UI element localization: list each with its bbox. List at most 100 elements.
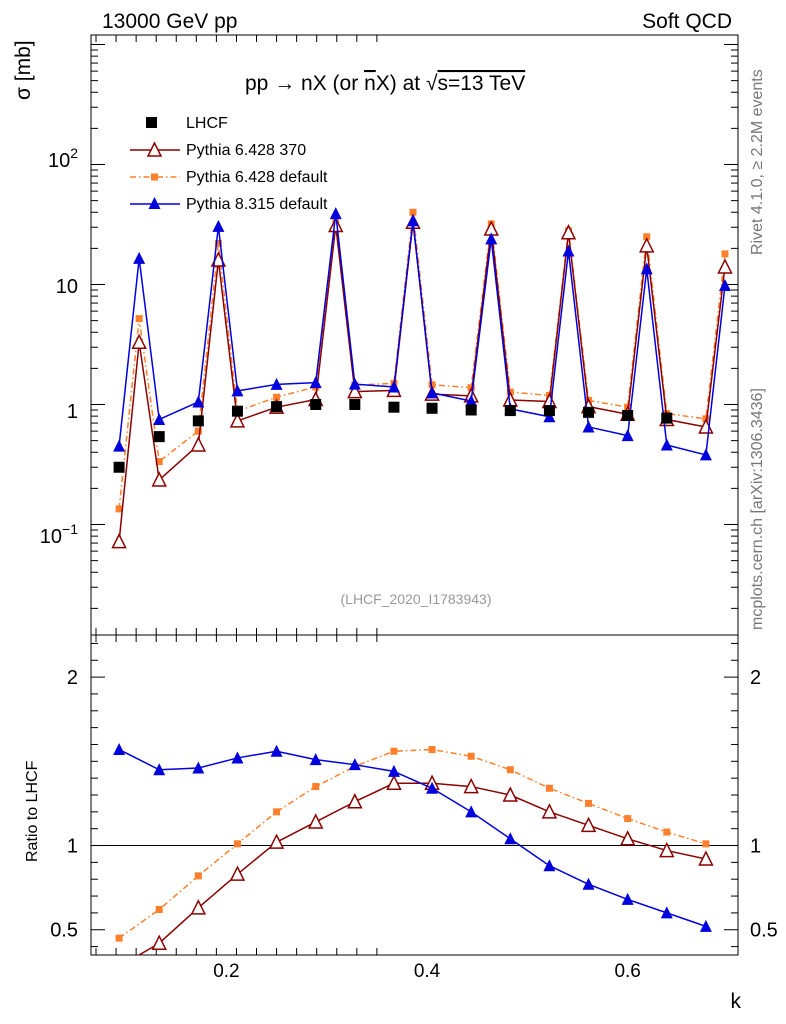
ratio-point-pythia-8-315-default (387, 764, 400, 777)
point-pythia-6-428-default (155, 457, 163, 465)
point-pythia-8-315-default (133, 251, 146, 264)
ratio-point-pythia-6-428-default (233, 840, 241, 848)
legend-p6-370-label: Pythia 6.428 370 (186, 142, 306, 159)
point-lhcf (231, 405, 243, 417)
ratio-point-pythia-6-428-370 (268, 833, 285, 849)
point-pythia-8-315-default (562, 244, 575, 257)
category-label: Soft QCD (642, 10, 732, 33)
point-pythia-6-428-370 (229, 412, 246, 428)
ratio-point-pythia-6-428-370 (113, 960, 126, 973)
x-tick-labels: 0.2 0.4 0.6 (213, 961, 641, 982)
ratio-frame (90, 634, 739, 956)
ratio-series-pythia-6-428-370 (113, 774, 714, 973)
point-pythia-6-428-370 (347, 382, 363, 399)
ratio-ytick-label: 2 (67, 667, 78, 689)
ytick-10: 10 (56, 276, 78, 298)
point-pythia-6-428-default (135, 315, 143, 323)
point-lhcf (192, 415, 204, 427)
ratio-point-pythia-6-428-370 (659, 841, 675, 858)
xtick-label: 0.2 (213, 961, 239, 982)
point-pythia-8-315-default (640, 262, 653, 275)
point-pythia-6-428-370 (560, 224, 577, 240)
ratio-point-pythia-6-428-default (428, 746, 436, 754)
ratio-point-pythia-8-315-default (426, 781, 439, 794)
title-sqrt: √ (426, 72, 438, 95)
ratio-point-pythia-8-315-default (113, 743, 126, 756)
point-pythia-8-315-default (543, 410, 556, 423)
ratio-ytick-label-right: 0.5 (750, 920, 778, 942)
ratio-ytick-label: 0.5 (50, 920, 78, 942)
point-pythia-8-315-default (406, 214, 419, 227)
point-pythia-8-315-default (153, 412, 166, 425)
point-lhcf (153, 431, 165, 443)
ratio-ytick-label: 1 (67, 836, 78, 858)
ratio-point-pythia-6-428-default (506, 766, 514, 774)
ratio-y-tick-labels: 2 2 1 1 0.5 0.5 (50, 667, 778, 942)
point-lhcf (271, 401, 283, 413)
ratio-point-pythia-6-428-default (155, 906, 163, 914)
ratio-point-pythia-6-428-default (545, 784, 553, 792)
main-series (111, 207, 733, 549)
title-process: pp → nX (or (245, 72, 364, 95)
point-pythia-8-315-default (621, 429, 634, 442)
point-pythia-8-315-default (348, 377, 361, 390)
point-pythia-8-315-default (192, 395, 205, 408)
ratio-point-pythia-6-428-default (467, 752, 475, 760)
ratio-point-pythia-8-315-default (660, 906, 673, 919)
point-pythia-8-315-default (660, 438, 673, 451)
ratio-point-pythia-6-428-default (663, 828, 671, 836)
legend-p6-default-label: Pythia 6.428 default (186, 169, 328, 186)
series-pythia-8-315-default (113, 207, 731, 461)
rivet-label: Rivet 4.1.0, ≥ 2.2M events (749, 69, 766, 255)
ratio-point-pythia-6-428-default (390, 747, 398, 755)
ratio-point-pythia-8-315-default (543, 859, 556, 872)
ratio-point-pythia-6-428-370 (463, 777, 479, 794)
point-lhcf (622, 409, 634, 421)
point-pythia-6-428-370 (151, 471, 167, 487)
ratio-point-pythia-8-315-default (504, 832, 517, 845)
point-lhcf (661, 412, 673, 424)
ratio-point-pythia-6-428-370 (619, 830, 636, 846)
ratio-line-pythia-8-315-default (118, 748, 707, 928)
ytick-0p1: 10−1 (40, 521, 78, 548)
ratio-point-pythia-6-428-default (115, 934, 123, 942)
point-pythia-6-428-default (428, 381, 436, 389)
point-pythia-8-315-default (309, 376, 322, 389)
point-pythia-6-428-default (273, 393, 281, 401)
ratio-point-pythia-8-315-default (231, 751, 244, 764)
point-pythia-6-428-370 (111, 532, 127, 549)
point-lhcf (543, 405, 555, 417)
ratio-point-pythia-6-428-370 (307, 813, 324, 829)
xtick-label: 0.6 (614, 961, 640, 982)
ratio-point-pythia-6-428-370 (190, 899, 207, 915)
point-pythia-6-428-370 (717, 258, 733, 274)
ratio-point-pythia-6-428-default (312, 783, 320, 791)
ratio-ytick-label-right: 1 (750, 836, 761, 858)
ratio-series-pythia-8-315-default (113, 743, 712, 932)
point-pythia-6-428-default (194, 427, 202, 435)
title-nbar: n (364, 72, 376, 95)
point-pythia-8-315-default (113, 439, 126, 452)
legend-p8-label: Pythia 8.315 default (186, 196, 328, 213)
point-pythia-8-315-default (699, 448, 712, 461)
ratio-series-pythia-6-428-default (115, 746, 710, 942)
point-pythia-6-428-default (115, 505, 123, 513)
point-pythia-8-315-default (387, 380, 400, 393)
main-axis-ticks (91, 35, 738, 635)
point-pythia-6-428-default (214, 239, 222, 247)
ratio-point-pythia-8-315-default (309, 753, 322, 766)
ratio-axis-ticks (91, 635, 738, 955)
point-pythia-6-428-370 (639, 237, 655, 253)
main-y-tick-labels: 102 10 1 10−1 (40, 145, 78, 548)
point-pythia-8-315-default (329, 207, 342, 220)
xtick-label: 0.4 (414, 961, 441, 982)
ratio-point-pythia-6-428-370 (502, 786, 519, 802)
energy-label: 13000 GeV pp (102, 10, 237, 33)
ratio-point-pythia-6-428-default (585, 799, 593, 807)
point-pythia-6-428-370 (131, 333, 147, 350)
plot-title: pp → nX (or nX) at √s=13 TeV (245, 72, 525, 95)
point-pythia-8-315-default (485, 232, 498, 245)
ratio-point-pythia-6-428-370 (580, 816, 597, 833)
point-pythia-6-428-370 (328, 216, 344, 233)
